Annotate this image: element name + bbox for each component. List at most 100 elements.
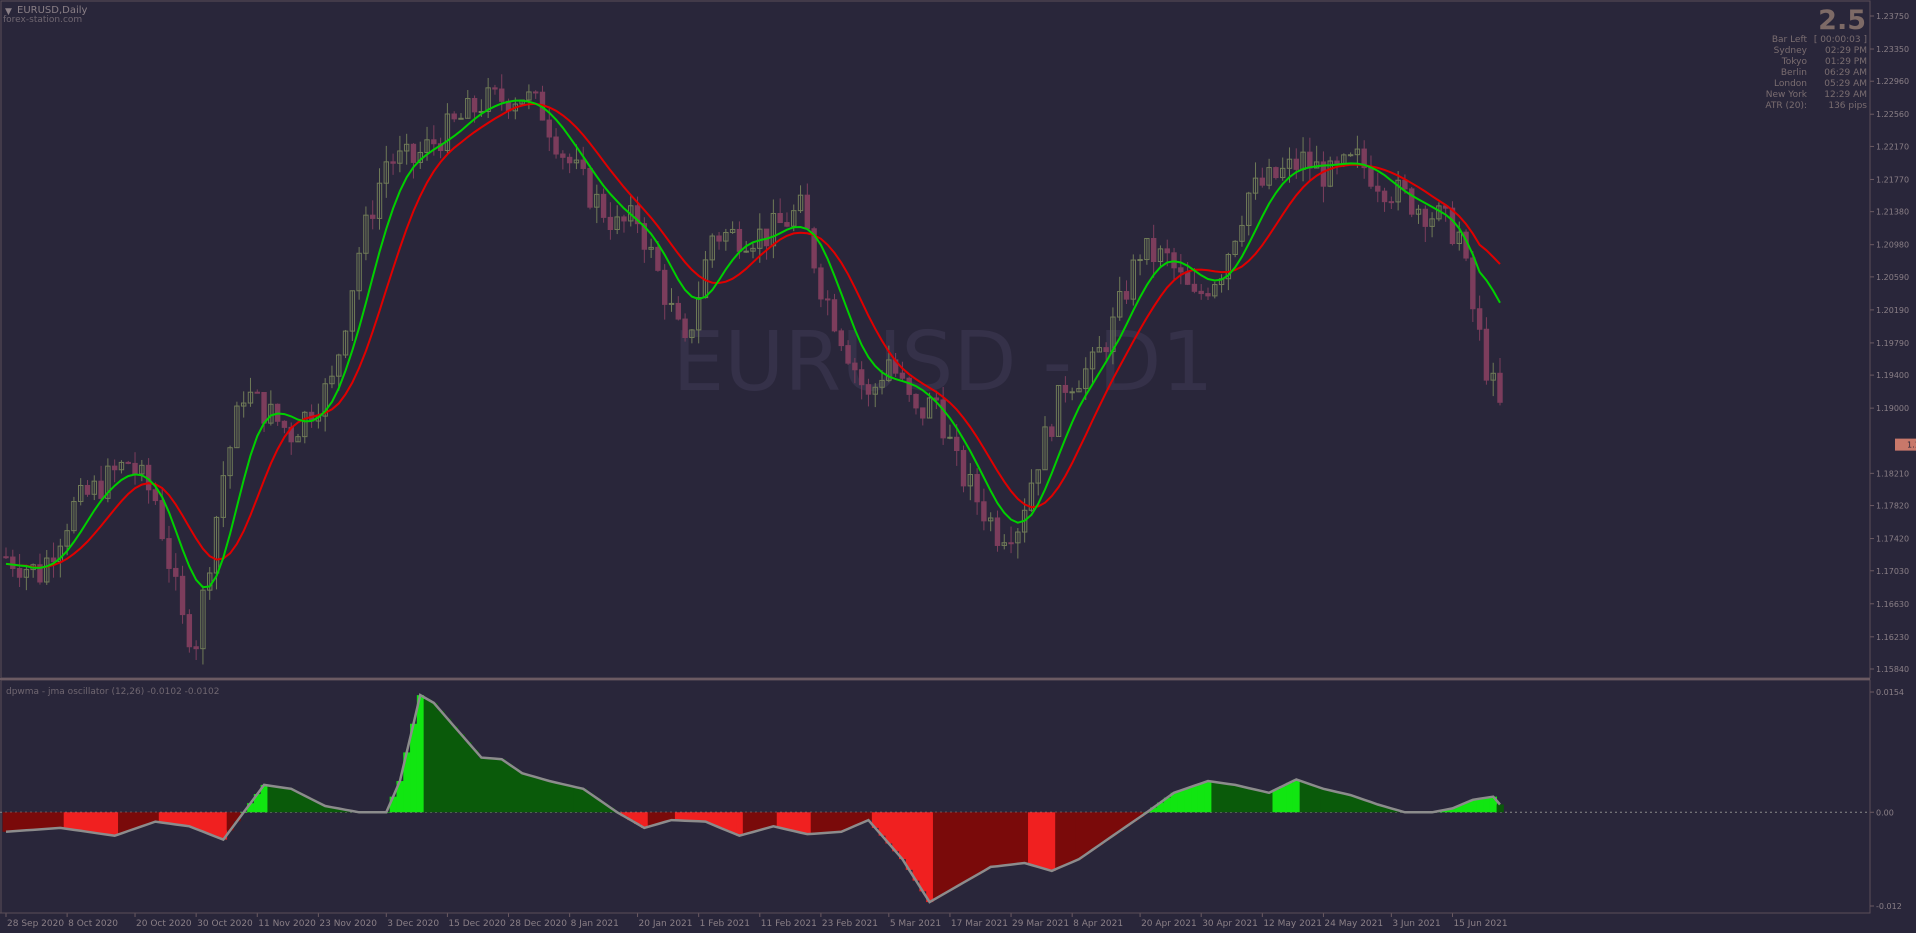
time-label: 24 May 2021 (1324, 919, 1383, 929)
price-label: 1.16630 (1876, 600, 1909, 609)
candle (397, 135, 403, 173)
histogram-bar (430, 702, 438, 813)
histogram-bar (1360, 799, 1368, 813)
candle (532, 90, 539, 99)
histogram-bar (817, 812, 825, 834)
candle (329, 365, 335, 389)
histogram-bar (579, 788, 588, 813)
info-row-value: 02:29 PM (1825, 46, 1867, 56)
candle (641, 217, 648, 263)
candle (716, 231, 722, 250)
candle (451, 111, 457, 123)
histogram-bar (566, 785, 574, 813)
candle (1476, 295, 1483, 341)
histogram-bar (1109, 812, 1117, 836)
candle (797, 185, 804, 214)
candle (193, 640, 199, 661)
histogram-bar (1177, 790, 1185, 813)
histogram-bar (844, 812, 852, 829)
histogram-bar (294, 792, 302, 813)
candle (920, 407, 926, 426)
time-label: 30 Oct 2020 (197, 919, 253, 929)
candle (234, 401, 240, 449)
histogram-bar (1320, 788, 1328, 813)
histogram-bar (450, 726, 458, 813)
candle (179, 565, 186, 624)
candle (723, 228, 729, 251)
candle (947, 424, 953, 440)
price-label: 1.19000 (1876, 404, 1909, 413)
histogram-bar (858, 812, 866, 824)
histogram-bar (50, 812, 58, 829)
candle (709, 233, 715, 268)
candle (594, 184, 600, 224)
candle (1232, 240, 1238, 258)
histogram-bar (1116, 812, 1124, 832)
info-row-value: 05:29 AM (1824, 79, 1867, 89)
candle (173, 553, 179, 591)
histogram-bar (790, 812, 798, 832)
candle (1497, 357, 1503, 406)
info-row-label: ATR (20): (1765, 101, 1807, 111)
candle (838, 328, 844, 352)
main-chart-pane[interactable] (0, 0, 1871, 679)
candle (695, 281, 702, 344)
histogram-bar (987, 812, 995, 867)
histogram-bar (29, 812, 37, 830)
candle (831, 293, 838, 333)
histogram-bar (457, 734, 465, 813)
histogram-bar (1367, 802, 1375, 813)
candle (1144, 237, 1150, 265)
price-label: 1.18210 (1876, 469, 1909, 478)
candle (342, 329, 349, 359)
info-row-value: [ 00:00:03 ] (1814, 35, 1867, 45)
histogram-bar (586, 793, 594, 813)
histogram-bar (165, 812, 173, 824)
price-axis: 1.23750 1.23350 1.22960 1.22560 1.22170 1.217… (1870, 12, 1916, 674)
histogram-bar (281, 787, 289, 813)
candle (268, 390, 274, 426)
candle (1429, 212, 1435, 238)
collapse-arrow-icon[interactable]: ▼ (5, 7, 12, 17)
candle (1205, 287, 1211, 301)
candle (1076, 380, 1082, 393)
histogram-bar (1095, 812, 1104, 846)
histogram-bar (912, 812, 920, 881)
candle (913, 393, 919, 415)
info-panel: Bar Left [ 00:00:03 ] Sydney 02:29 PM Tokyo 0… (1765, 35, 1867, 111)
candle (750, 243, 756, 259)
histogram-bar (1157, 802, 1165, 813)
candle (37, 553, 43, 585)
candle (825, 290, 831, 316)
candle (1279, 157, 1286, 181)
price-label: 1.22170 (1876, 142, 1909, 151)
histogram-bar (1483, 797, 1491, 813)
histogram-bar (1238, 786, 1246, 813)
histogram-bar (810, 812, 818, 834)
histogram-bar (573, 787, 581, 813)
candle (336, 353, 342, 391)
histogram-bar (491, 758, 499, 813)
histogram-bar (498, 759, 506, 813)
histogram-bar (1252, 789, 1260, 813)
histogram-bar (1082, 812, 1090, 855)
histogram-bar (1041, 812, 1049, 869)
histogram-bar (797, 812, 805, 833)
candle (71, 496, 77, 534)
price-label: 1.21380 (1876, 208, 1909, 217)
candle (1150, 224, 1157, 278)
candle (580, 146, 586, 176)
histogram-bar (84, 812, 92, 832)
info-row-label: Berlin (1781, 68, 1807, 78)
histogram-bar (111, 812, 119, 836)
histogram-bar (1021, 812, 1029, 864)
current-price-label: 1.18558 (1907, 441, 1916, 450)
histogram-bar (525, 775, 533, 813)
histogram-bar (1000, 812, 1009, 866)
histogram-bar (878, 812, 886, 836)
candle (614, 205, 620, 235)
histogram-bar (1048, 812, 1056, 871)
histogram-bar (1496, 804, 1504, 813)
candle (689, 329, 695, 344)
